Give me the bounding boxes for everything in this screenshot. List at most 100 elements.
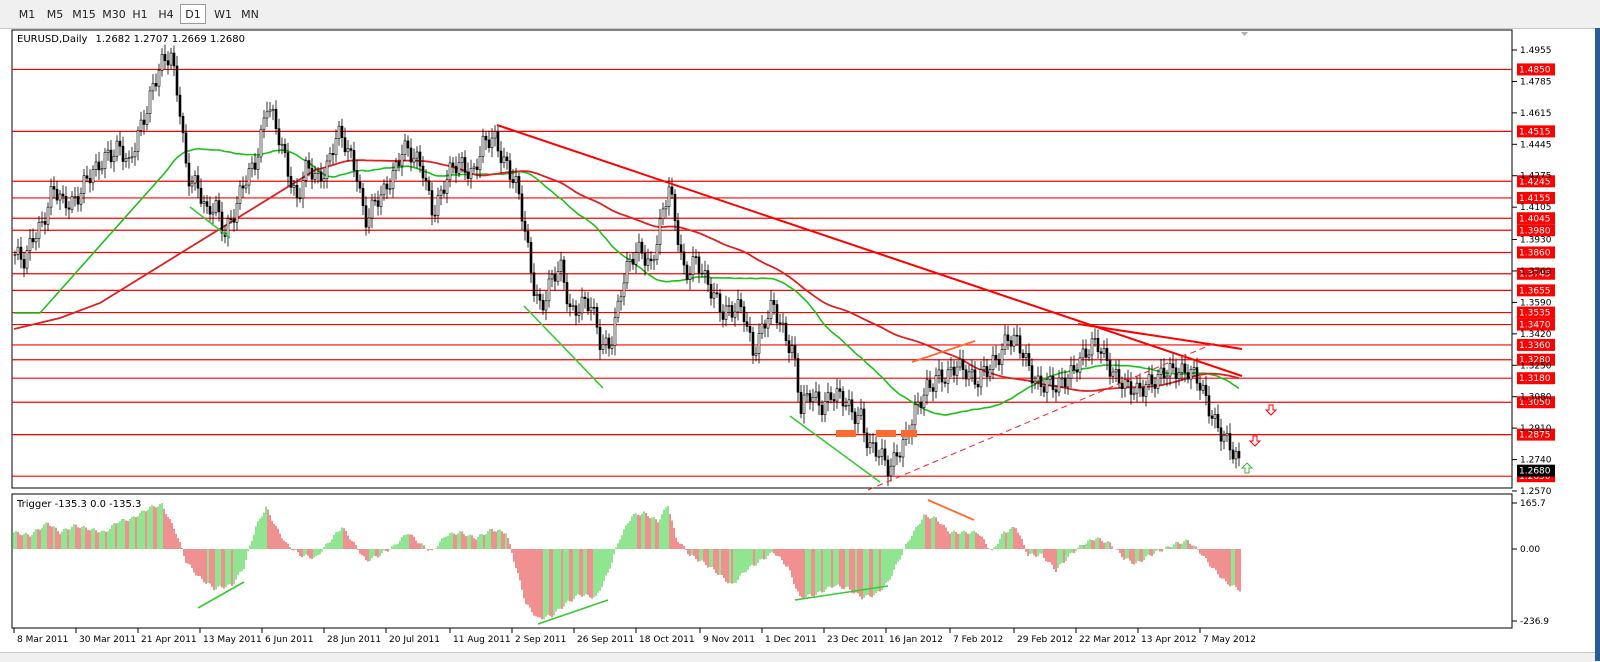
candle-body: [973, 369, 977, 385]
window-edge: [1595, 28, 1600, 661]
candle-body: [1147, 374, 1151, 385]
candle-body: [733, 311, 737, 318]
candle-body: [148, 90, 152, 114]
candle-body: [820, 404, 824, 415]
candle-body: [79, 193, 83, 205]
time-tick-label: 11 Aug 2011: [453, 635, 511, 645]
candle-body: [1210, 415, 1214, 419]
candle-body: [1051, 376, 1055, 390]
main-chart-frame[interactable]: [11, 29, 1513, 489]
candle-body: [1153, 383, 1157, 389]
candle-body: [46, 206, 50, 225]
candle-body: [406, 140, 410, 149]
timeframe-h1-button[interactable]: H1: [132, 8, 148, 21]
timeframe-mn-button[interactable]: MN: [241, 8, 259, 21]
candle-body: [238, 185, 242, 204]
level-price-tag: [1517, 246, 1555, 259]
candle-body: [652, 259, 656, 262]
candle-body: [424, 177, 428, 182]
timeframe-m30-button[interactable]: M30: [102, 8, 126, 21]
candle-body: [940, 369, 944, 383]
candle-body: [1087, 354, 1091, 358]
candle-body: [1009, 340, 1013, 347]
divergence-line: [789, 415, 881, 483]
timeframe-h4-button[interactable]: H4: [158, 8, 174, 21]
candle-body: [70, 196, 74, 210]
candle-body: [421, 165, 425, 179]
candle-body: [19, 246, 23, 260]
candle-body: [1012, 334, 1016, 347]
highlight-marker: [901, 430, 917, 437]
price-tick-label: 1.3930: [1520, 236, 1552, 246]
time-tick-label: 30 Mar 2011: [79, 635, 136, 645]
candle-body: [1168, 363, 1172, 377]
candle-body: [571, 305, 575, 308]
timeframe-w1-button[interactable]: W1: [214, 8, 232, 21]
candle-body: [697, 256, 701, 274]
candle-body: [520, 193, 524, 222]
candle-body: [49, 186, 53, 208]
candle-body: [715, 292, 719, 295]
candle-body: [289, 175, 293, 188]
timeframe-d1-button[interactable]: D1: [180, 4, 206, 24]
candle-body: [307, 160, 311, 169]
candle-body: [586, 298, 590, 312]
candle-body: [355, 170, 359, 183]
candle-body: [259, 128, 263, 158]
candle-body: [163, 54, 167, 61]
candle-body: [1177, 372, 1181, 379]
candle-body: [1111, 371, 1115, 377]
time-tick-label: 21 Apr 2011: [141, 635, 197, 645]
indicator-frame[interactable]: [11, 493, 1513, 629]
timeframe-m5-button[interactable]: M5: [46, 8, 64, 21]
down-arrow-icon: [1248, 435, 1262, 447]
candle-body: [946, 369, 950, 384]
candle-body: [139, 119, 143, 131]
candle-body: [1138, 382, 1142, 389]
candle-body: [418, 151, 422, 167]
candle-body: [1045, 379, 1049, 393]
candle-body: [1156, 374, 1160, 389]
candle-body: [34, 238, 38, 243]
candle-body: [601, 344, 605, 350]
candle-body: [670, 186, 674, 195]
candle-body: [250, 162, 254, 170]
candle-body: [985, 366, 989, 378]
candle-body: [16, 246, 20, 255]
timeframe-m1-button[interactable]: M1: [18, 8, 36, 21]
shift-marker-icon[interactable]: [1241, 32, 1248, 36]
candle-body: [316, 171, 320, 174]
candle-body: [754, 353, 758, 356]
candle-body: [430, 190, 434, 216]
up-arrow-icon: [1240, 462, 1254, 474]
candle-body: [466, 172, 470, 179]
candle-body: [274, 108, 278, 129]
candle-body: [40, 221, 44, 223]
candle-body: [1213, 414, 1217, 419]
candle-body: [364, 205, 368, 228]
candle-body: [712, 292, 716, 299]
level-price-label: 1.3860: [1519, 248, 1551, 258]
candle-body: [370, 199, 374, 219]
candle-body: [856, 415, 860, 424]
candle-body: [145, 113, 149, 125]
candle-body: [955, 366, 959, 376]
candle-body: [676, 220, 680, 245]
candle-body: [865, 432, 869, 449]
candle-body: [952, 366, 956, 376]
level-price-label: 1.2650: [1519, 472, 1551, 482]
price-tick-label: 1.2570: [1520, 487, 1552, 497]
candle-body: [433, 214, 437, 217]
candle-body: [88, 177, 92, 184]
candle-body: [748, 326, 752, 333]
timeframe-m15-button[interactable]: M15: [72, 8, 96, 21]
candle-body: [100, 168, 104, 171]
candle-body: [37, 222, 41, 239]
candle-body: [661, 208, 665, 220]
level-price-tag: [1517, 224, 1555, 237]
candle-body: [775, 304, 779, 324]
candle-body: [1090, 338, 1094, 356]
candle-body: [91, 169, 95, 184]
candle-body: [778, 322, 782, 325]
